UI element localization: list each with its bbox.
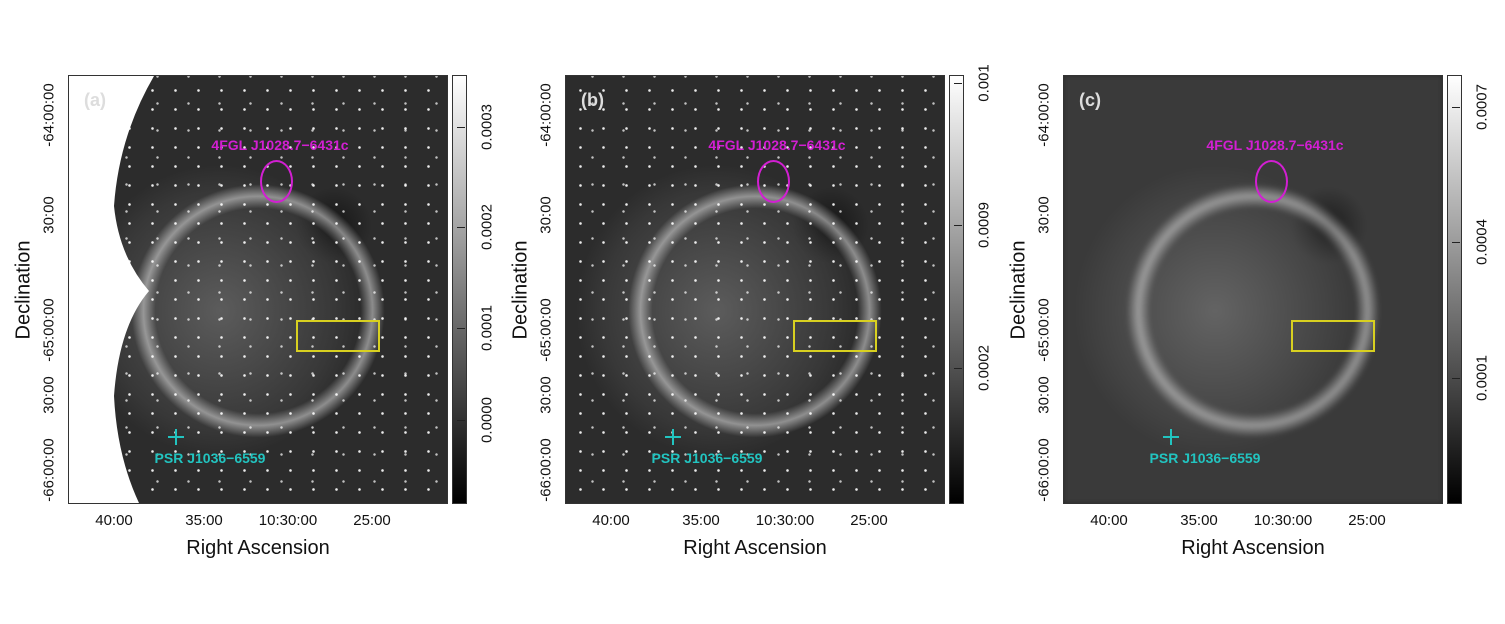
pulsar-cross-icon xyxy=(672,429,674,445)
gamma-source-ellipse xyxy=(1255,160,1288,203)
colorbar-tick xyxy=(1452,107,1460,108)
ra-tick-label: 10:30:00 xyxy=(258,512,318,529)
colorbar xyxy=(452,75,467,504)
dec-tick-label: -66:00:00 xyxy=(1035,438,1053,502)
region-box xyxy=(296,320,380,352)
dec-tick-label: -64:00:00 xyxy=(1035,83,1053,147)
panel-label: (c) xyxy=(1079,90,1101,110)
dec-tick-label: 30:00 xyxy=(537,376,555,414)
panel-label: (b) xyxy=(581,90,604,110)
colorbar-tick xyxy=(457,127,465,128)
pulsar-cross-icon xyxy=(175,429,177,445)
dec-tick-label: 30:00 xyxy=(1035,196,1053,234)
colorbar-tick xyxy=(457,328,465,329)
colorbar-tick xyxy=(457,227,465,228)
colorbar xyxy=(1447,75,1462,504)
pulsar-label: PSR J1036−6559 xyxy=(651,450,763,466)
colorbar-tick-label: 0.0000 xyxy=(478,397,496,443)
gamma-source-ellipse xyxy=(260,160,293,203)
region-box xyxy=(1291,320,1375,352)
colorbar-tick-label: 0.0004 xyxy=(1473,219,1491,265)
gamma-source-ellipse xyxy=(757,160,790,203)
gamma-source-label: 4FGL J1028.7−6431c xyxy=(1206,137,1344,153)
x-axis-label: Right Ascension xyxy=(186,537,330,559)
ra-tick-label: 40:00 xyxy=(95,512,133,529)
dec-tick-label: -65:00:00 xyxy=(1035,298,1053,362)
gamma-source-label: 4FGL J1028.7−6431c xyxy=(211,137,349,153)
colorbar-tick xyxy=(954,83,962,84)
ra-tick-label: 10:30:00 xyxy=(755,512,815,529)
region-box xyxy=(793,320,877,352)
y-axis-label: Declination xyxy=(1007,240,1030,340)
ra-tick-label: 10:30:00 xyxy=(1253,512,1313,529)
panel-label: (a) xyxy=(84,90,106,110)
colorbar-tick-label: 0.0001 xyxy=(1473,355,1491,401)
ra-tick-label: 35:00 xyxy=(682,512,720,529)
colorbar-tick-label: 0.0003 xyxy=(478,104,496,150)
colorbar-tick-label: 0.0007 xyxy=(1473,84,1491,130)
colorbar xyxy=(949,75,964,504)
colorbar-tick-label: 0.0002 xyxy=(975,345,993,391)
ra-tick-label: 25:00 xyxy=(353,512,391,529)
image-panel-b xyxy=(565,75,945,504)
pulsar-label: PSR J1036−6559 xyxy=(1149,450,1261,466)
dec-tick-label: -64:00:00 xyxy=(537,83,555,147)
colorbar-tick xyxy=(1452,378,1460,379)
dec-tick-label: 30:00 xyxy=(537,196,555,234)
x-axis-label: Right Ascension xyxy=(1181,537,1325,559)
pulsar-cross-icon xyxy=(1170,429,1172,445)
dec-tick-label: 30:00 xyxy=(40,376,58,414)
colorbar-tick-label: 0.0009 xyxy=(975,202,993,248)
dec-tick-label: -65:00:00 xyxy=(537,298,555,362)
ra-tick-label: 35:00 xyxy=(1180,512,1218,529)
dec-tick-label: -65:00:00 xyxy=(40,298,58,362)
dec-tick-label: 30:00 xyxy=(40,196,58,234)
ra-tick-label: 40:00 xyxy=(1090,512,1128,529)
ra-tick-label: 40:00 xyxy=(592,512,630,529)
x-axis-label: Right Ascension xyxy=(683,537,827,559)
dec-tick-label: -66:00:00 xyxy=(40,438,58,502)
y-axis-label: Declination xyxy=(509,240,532,340)
colorbar-tick xyxy=(457,420,465,421)
y-axis-label: Declination xyxy=(12,240,35,340)
colorbar-tick xyxy=(954,368,962,369)
colorbar-tick-label: 0.001 xyxy=(975,64,993,102)
pulsar-label: PSR J1036−6559 xyxy=(154,450,266,466)
gamma-source-label: 4FGL J1028.7−6431c xyxy=(708,137,846,153)
image-panel-a xyxy=(68,75,448,504)
colorbar-tick-label: 0.0001 xyxy=(478,305,496,351)
colorbar-tick-label: 0.0002 xyxy=(478,204,496,250)
ra-tick-label: 25:00 xyxy=(1348,512,1386,529)
image-panel-c xyxy=(1063,75,1443,504)
colorbar-tick xyxy=(954,225,962,226)
ra-tick-label: 35:00 xyxy=(185,512,223,529)
colorbar-tick xyxy=(1452,242,1460,243)
ra-tick-label: 25:00 xyxy=(850,512,888,529)
dec-tick-label: -66:00:00 xyxy=(537,438,555,502)
dec-tick-label: 30:00 xyxy=(1035,376,1053,414)
dec-tick-label: -64:00:00 xyxy=(40,83,58,147)
